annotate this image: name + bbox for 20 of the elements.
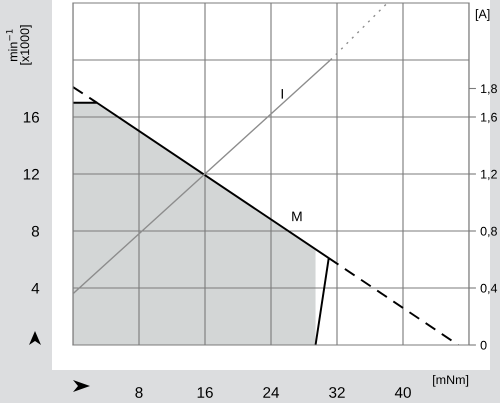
x-tick-label: 8 (135, 387, 143, 398)
y-tick-label: 8 (32, 226, 40, 237)
y-tick-label: 16 (24, 112, 39, 123)
y2-tick-label: 1,2 (481, 170, 497, 180)
y-tick-label: 12 (24, 168, 39, 180)
x-tick-label: 32 (329, 387, 345, 398)
y2-axis-title: [A] (476, 9, 490, 21)
x-tick-label: 40 (394, 387, 411, 398)
y2-tick-label: 1,6 (481, 112, 497, 124)
y2-tick-label: 0 (480, 340, 487, 350)
y-axis-title: min$^{−1}$ [x1000] (6, 25, 32, 65)
annotation: I (282, 89, 283, 99)
x-tick-label: 24 (263, 387, 280, 398)
y2-tick-label: 1,8 (481, 84, 497, 95)
y-tick-label: 4 (32, 283, 40, 294)
y2-tick-label: 0,4 (480, 284, 498, 294)
x-tick-label: 16 (198, 387, 213, 398)
y2-tick-label: 0,8 (480, 226, 497, 238)
annotation: M (292, 212, 302, 222)
x-axis-title: [mNm] (433, 375, 468, 387)
